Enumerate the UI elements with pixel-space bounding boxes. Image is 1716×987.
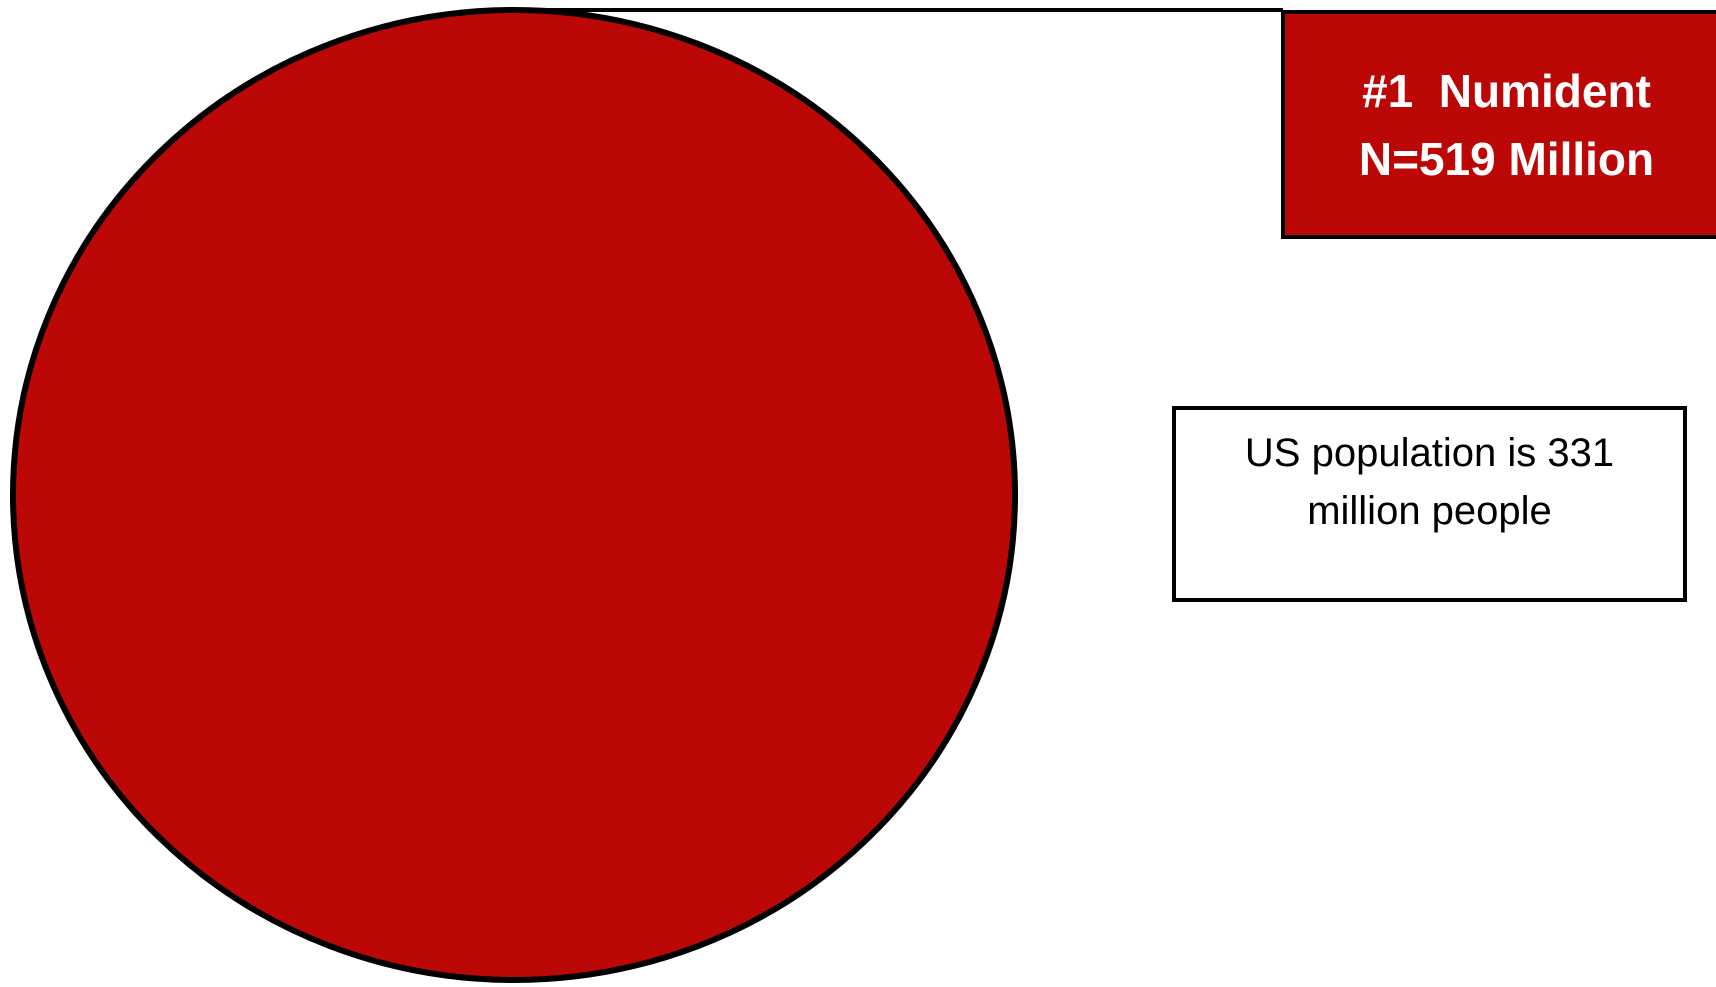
numident-callout-box: #1 Numident N=519 Million [1281, 10, 1716, 239]
callout-count: N=519 Million [1358, 132, 1655, 185]
numident-circle [10, 7, 1018, 983]
population-note-box: US population is 331 million people [1172, 406, 1687, 602]
callout-title: #1 Numident [1362, 64, 1651, 117]
population-note-text: US population is 331 million people [1244, 431, 1615, 533]
